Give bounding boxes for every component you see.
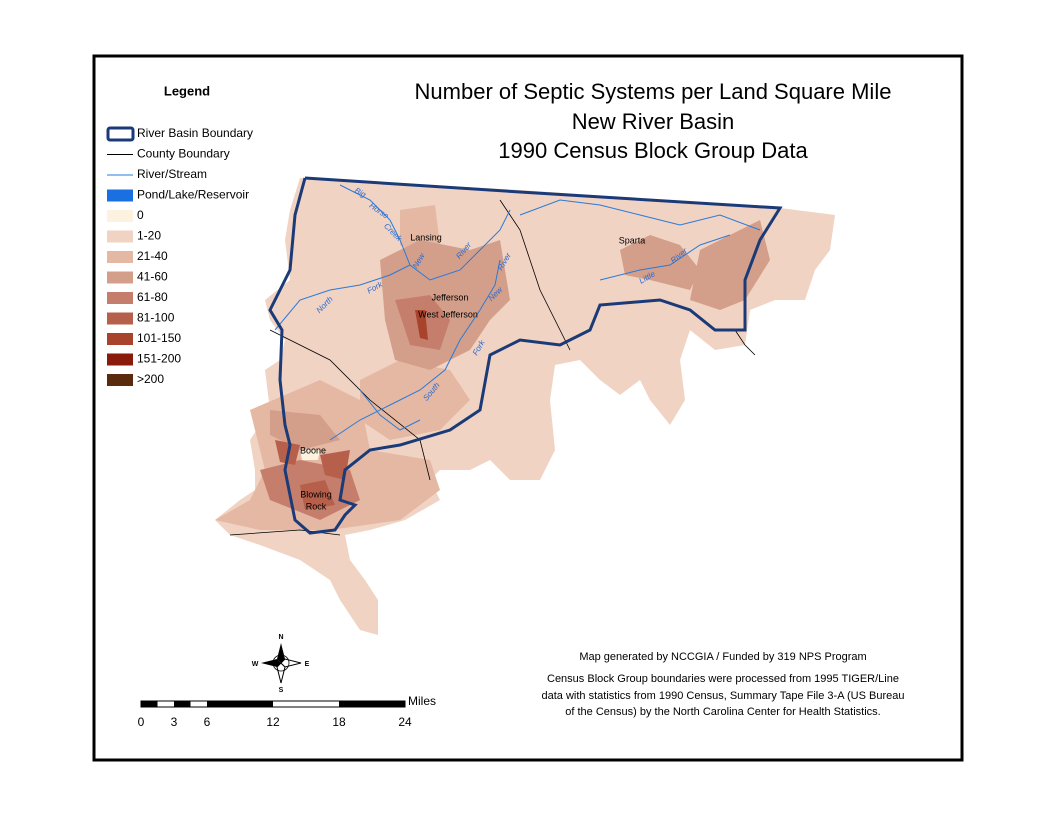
scale-label: 6: [204, 715, 211, 729]
legend-label: Pond/Lake/Reservoir: [137, 188, 249, 202]
river: [519, 199, 761, 231]
legend-label: 1-20: [137, 229, 161, 243]
title-line: Number of Septic Systems per Land Square…: [415, 79, 892, 104]
north-arrow: N S E W: [252, 634, 310, 694]
scale-unit: Miles: [408, 694, 436, 708]
legend-label: 0: [137, 208, 144, 222]
legend-label: >200: [137, 372, 164, 386]
place-label: Jefferson: [432, 292, 469, 302]
county-boundary: [499, 199, 571, 351]
river: [329, 259, 501, 441]
basin-boundary: [268, 176, 783, 535]
rivers: [274, 184, 761, 441]
river: [359, 389, 421, 431]
place-label: Rock: [306, 501, 327, 511]
scale-segment: [339, 701, 405, 707]
compass-letter: W: [252, 661, 259, 668]
legend-label: 61-80: [137, 290, 168, 304]
legend-label: 21-40: [137, 249, 168, 263]
river: [274, 264, 411, 331]
legend-swatch: [107, 271, 133, 284]
legend: River Basin Boundary County Boundary River…: [106, 126, 253, 386]
region: [690, 220, 770, 310]
scale-segment: [141, 701, 158, 707]
legend-label: River/Stream: [137, 167, 207, 181]
legend-swatch: [106, 126, 135, 142]
place-label: Blowing: [300, 489, 332, 499]
legend-swatch: [107, 292, 133, 304]
title-line: New River Basin: [572, 109, 735, 134]
place-label: Lansing: [410, 232, 442, 242]
county-boundary: [269, 329, 431, 481]
legend-swatch: [107, 374, 133, 386]
county-boundary: [229, 529, 341, 536]
scale-label: 0: [138, 715, 145, 729]
map: Lansing Jefferson West Jefferson Sparta …: [215, 176, 835, 635]
scale-label: 3: [171, 715, 178, 729]
river: [599, 234, 731, 281]
region: [360, 360, 470, 440]
legend-title: Legend: [164, 83, 210, 98]
scale-segment: [174, 701, 191, 707]
credit: Census Block Group boundaries were proce…: [547, 673, 899, 685]
river: [339, 184, 511, 281]
legend-label: 41-60: [137, 270, 168, 284]
region: [300, 450, 320, 460]
region: [300, 480, 335, 510]
legend-label: 81-100: [137, 311, 175, 325]
legend-label: River Basin Boundary: [137, 126, 253, 140]
compass-ring: [272, 654, 290, 672]
title-line: 1990 Census Block Group Data: [498, 138, 808, 163]
scale-label: 24: [398, 715, 412, 729]
legend-label: 101-150: [137, 331, 181, 345]
credit: of the Census) by the North Carolina Cen…: [565, 706, 880, 718]
region: [620, 235, 700, 290]
scale-label: 12: [266, 715, 280, 729]
legend-swatch: [107, 230, 133, 243]
credit: data with statistics from 1990 Census, S…: [542, 690, 905, 702]
legend-swatch: [107, 333, 133, 345]
legend-swatch: [107, 210, 133, 222]
legend-label: County Boundary: [137, 147, 230, 161]
legend-swatch: [107, 251, 133, 263]
county-boundary: [734, 329, 756, 356]
compass-letter: E: [305, 661, 310, 668]
legend-swatch: [107, 353, 133, 366]
legend-label: 151-200: [137, 352, 181, 366]
compass-point: [261, 659, 281, 667]
legend-swatch: [107, 312, 133, 325]
region: [415, 310, 428, 340]
place-label: Sparta: [619, 235, 646, 245]
compass-letter: S: [279, 687, 284, 694]
scale-bar: 0 3 6 12 18 24 Miles: [138, 694, 436, 729]
scale-label: 18: [332, 715, 346, 729]
place-label: West Jefferson: [418, 309, 478, 319]
place-label: Boone: [300, 445, 326, 455]
legend-swatch: [107, 189, 133, 202]
region: [320, 450, 350, 480]
credit: Map generated by NCCGIA / Funded by 319 …: [579, 651, 866, 663]
scale-segment: [207, 701, 273, 707]
compass-point: [277, 643, 285, 663]
compass-letter: N: [278, 634, 283, 641]
